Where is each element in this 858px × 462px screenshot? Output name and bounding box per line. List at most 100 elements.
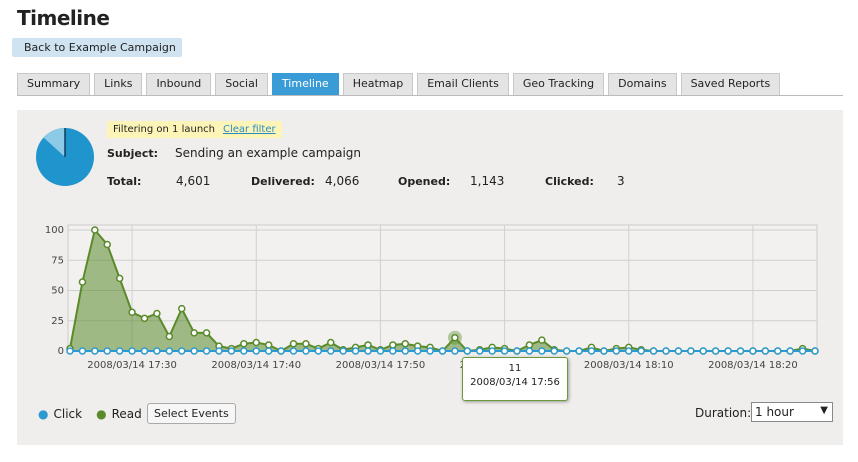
point bbox=[600, 347, 608, 355]
x-tick-label: 2008/03/14 17:40 bbox=[211, 360, 301, 371]
point bbox=[327, 347, 335, 355]
point bbox=[78, 347, 87, 355]
point bbox=[140, 314, 149, 323]
tab[interactable]: Inbound bbox=[146, 73, 212, 95]
point bbox=[153, 347, 161, 355]
point bbox=[538, 347, 546, 355]
point bbox=[687, 347, 695, 355]
tab-bar: Summary Links Inbound Social Timeline Heatmap… bbox=[17, 73, 843, 96]
tab[interactable]: Saved Reports bbox=[680, 73, 781, 95]
point bbox=[202, 329, 211, 337]
point bbox=[165, 347, 174, 355]
point bbox=[612, 347, 621, 355]
point bbox=[413, 347, 422, 355]
pie bbox=[36, 127, 94, 186]
tab[interactable]: Geo Tracking bbox=[512, 73, 605, 95]
point bbox=[451, 347, 459, 355]
point bbox=[662, 347, 670, 355]
tab[interactable]: Heatmap bbox=[342, 73, 414, 95]
point bbox=[364, 341, 372, 349]
point bbox=[438, 347, 447, 355]
point bbox=[637, 347, 645, 355]
back-button[interactable]: Back to Example Campaign bbox=[12, 38, 182, 57]
point bbox=[774, 347, 782, 355]
series-area bbox=[70, 230, 815, 351]
point bbox=[562, 347, 571, 355]
legend: ● Click ● Read bbox=[38, 407, 142, 421]
legend-label: Read bbox=[111, 407, 142, 421]
duration-label: Duration: bbox=[695, 406, 752, 420]
tab[interactable]: Links bbox=[94, 73, 143, 95]
point bbox=[190, 347, 198, 355]
point bbox=[78, 278, 87, 286]
point bbox=[699, 347, 707, 355]
point bbox=[426, 347, 434, 355]
point bbox=[115, 347, 124, 355]
clear-filter[interactable]: Clear filter bbox=[223, 124, 276, 135]
tooltip: 11 2008/03/14 17:56 bbox=[462, 357, 568, 401]
point bbox=[240, 347, 248, 355]
tab[interactable]: Timeline bbox=[271, 73, 339, 95]
point bbox=[240, 339, 248, 348]
duration-select[interactable]: 1 hour ▼ bbox=[751, 402, 833, 422]
point bbox=[128, 308, 136, 317]
point bbox=[289, 339, 298, 348]
select-events[interactable]: Select Events bbox=[147, 403, 236, 424]
filter-note: Filtering on 1 launch Clear filter bbox=[107, 121, 282, 138]
point bbox=[376, 347, 385, 355]
point bbox=[811, 347, 819, 355]
point bbox=[277, 347, 285, 355]
point bbox=[786, 347, 794, 355]
legend-item[interactable]: ● Click bbox=[38, 407, 82, 421]
point bbox=[351, 347, 360, 355]
subject-label: Subject: bbox=[107, 147, 159, 160]
point bbox=[513, 347, 521, 355]
duration-value: 1 hour bbox=[755, 405, 794, 419]
point bbox=[625, 347, 633, 355]
point bbox=[500, 347, 509, 355]
x-tick-label: 2008/03/14 18:20 bbox=[708, 360, 798, 371]
point bbox=[339, 347, 347, 355]
point bbox=[115, 274, 124, 283]
point bbox=[252, 338, 260, 347]
subject: Sending an example campaign bbox=[175, 146, 361, 160]
stat-value: 4,066 bbox=[325, 174, 360, 188]
legend-item[interactable]: ● Read bbox=[96, 407, 142, 421]
filter-text: Filtering on 1 launch bbox=[113, 124, 216, 135]
stat-label: Clicked: bbox=[545, 175, 594, 188]
point bbox=[165, 332, 174, 341]
tab[interactable]: Email Clients bbox=[417, 73, 509, 95]
x-tick-label: 2008/03/14 17:50 bbox=[336, 360, 426, 371]
point bbox=[761, 347, 770, 355]
point bbox=[153, 309, 161, 318]
point bbox=[724, 347, 732, 355]
stat-value: 3 bbox=[617, 174, 625, 188]
stat-label: Total: bbox=[107, 175, 142, 188]
point bbox=[91, 226, 99, 234]
stat-label: Opened: bbox=[398, 175, 451, 188]
page-title: Timeline bbox=[17, 6, 110, 30]
point bbox=[314, 347, 323, 355]
point bbox=[66, 347, 74, 355]
point bbox=[451, 333, 459, 342]
stat-value: 4,601 bbox=[176, 174, 211, 188]
point bbox=[190, 329, 198, 337]
tab[interactable]: Domains bbox=[608, 73, 677, 95]
point bbox=[587, 347, 596, 355]
point bbox=[550, 347, 558, 355]
tab[interactable]: Social bbox=[215, 73, 268, 95]
chart: 0 25 50 75 100 2008/03/14 17:30 2008/03/14 17:… bbox=[45, 224, 819, 371]
tab[interactable]: Summary bbox=[17, 73, 91, 95]
point bbox=[736, 347, 745, 355]
point bbox=[252, 347, 260, 355]
point bbox=[649, 347, 658, 355]
y-tick-label: 50 bbox=[51, 286, 64, 297]
point bbox=[302, 339, 310, 348]
point bbox=[538, 336, 546, 344]
point bbox=[227, 347, 236, 355]
point bbox=[178, 304, 186, 313]
point bbox=[91, 347, 99, 355]
stat-value: 1,143 bbox=[470, 174, 505, 188]
point bbox=[749, 347, 757, 355]
point bbox=[798, 347, 807, 355]
